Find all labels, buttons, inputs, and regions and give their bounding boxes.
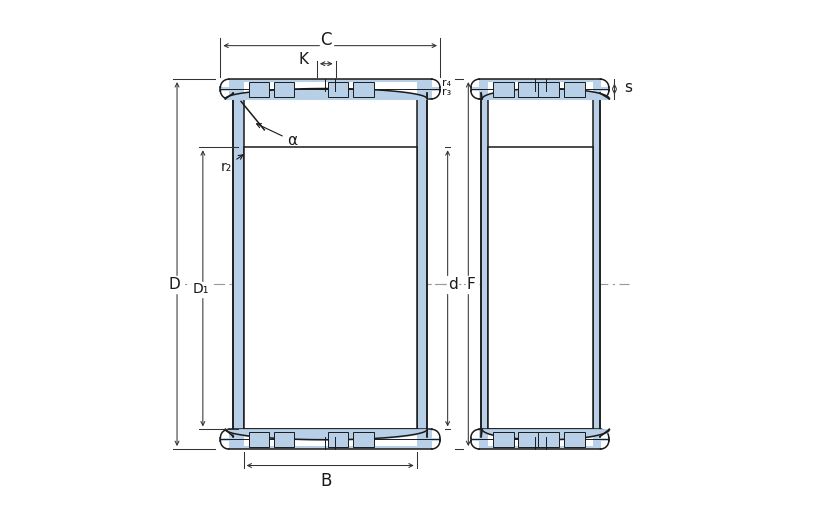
Bar (416, 93, 427, 436)
Bar (518, 82, 538, 97)
Bar (481, 93, 488, 436)
Bar (488, 82, 593, 96)
Text: d: d (448, 277, 458, 292)
Text: D: D (168, 277, 179, 292)
Text: F: F (467, 277, 475, 292)
Bar (221, 437, 440, 441)
FancyBboxPatch shape (229, 437, 431, 441)
Bar (244, 147, 416, 430)
Text: r₃: r₃ (443, 87, 452, 97)
Bar (229, 430, 431, 449)
Bar (244, 432, 416, 446)
FancyBboxPatch shape (229, 88, 431, 91)
Bar (353, 82, 374, 97)
Bar (273, 82, 295, 97)
Bar (564, 82, 584, 97)
Bar (518, 432, 538, 447)
Bar (244, 82, 416, 96)
Bar (493, 82, 514, 97)
Bar (564, 432, 584, 447)
Bar (273, 432, 295, 447)
Bar (538, 82, 559, 97)
FancyBboxPatch shape (479, 88, 601, 91)
Text: B: B (321, 472, 332, 490)
Bar (488, 147, 593, 430)
Text: r₄: r₄ (443, 78, 452, 88)
Text: α: α (257, 124, 298, 148)
Text: D₁: D₁ (193, 282, 210, 296)
Bar (593, 93, 600, 436)
Bar (479, 430, 601, 449)
Bar (229, 79, 431, 99)
Bar (479, 79, 601, 99)
Bar (353, 432, 374, 447)
Bar (471, 88, 609, 91)
Bar (249, 432, 269, 447)
Bar (249, 82, 269, 97)
Bar (493, 432, 514, 447)
FancyBboxPatch shape (479, 437, 601, 441)
Bar (328, 82, 348, 97)
Bar (328, 432, 348, 447)
Text: C: C (320, 31, 332, 50)
Bar (471, 437, 609, 441)
Bar (221, 88, 440, 91)
Bar (538, 432, 559, 447)
Bar (488, 432, 593, 446)
Text: s: s (624, 79, 632, 94)
Text: r₂: r₂ (221, 155, 243, 174)
Text: K: K (298, 52, 308, 67)
Bar (234, 93, 244, 436)
